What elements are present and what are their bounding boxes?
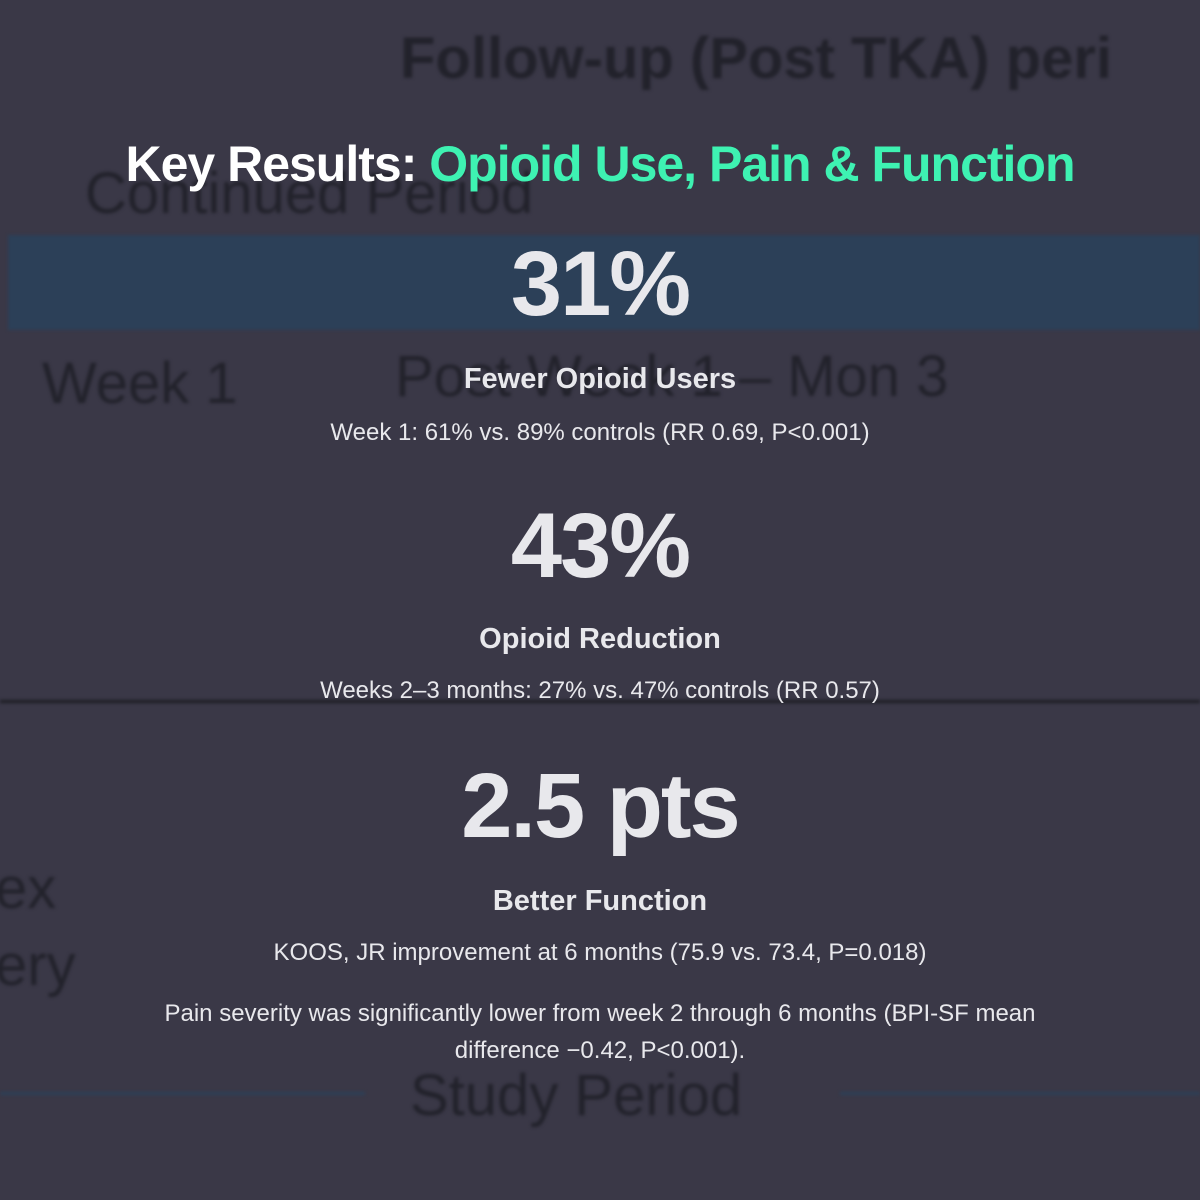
- title: Key Results: Opioid Use, Pain & Function: [0, 135, 1200, 193]
- stat-value: 31%: [510, 233, 691, 335]
- bg-bar: [8, 235, 1200, 330]
- bg-text: Week 1: [42, 351, 238, 416]
- title-highlight: Opioid Use, Pain & Function: [429, 136, 1075, 192]
- bg-text: Continued Period: [85, 161, 534, 226]
- bg-text: ery: [0, 933, 76, 998]
- bg-text: Post Week 1 – Mon 3: [395, 344, 949, 409]
- bg-line: [840, 1092, 1200, 1095]
- footnote: Pain severity was significantly lower fr…: [164, 1000, 1036, 1064]
- stat-value: 43%: [510, 495, 691, 597]
- stat-value: 2.5 pts: [461, 755, 740, 857]
- stat-detail: KOOS, JR improvement at 6 months (75.9 v…: [273, 939, 927, 966]
- stat-detail: Week 1: 61% vs. 89% controls (RR 0.69, P…: [330, 419, 870, 446]
- bg-text: Follow-up (Post TKA) peri: [400, 26, 1113, 91]
- bg-text: ex: [0, 856, 57, 921]
- bg-line: [0, 1092, 365, 1095]
- stat-detail: Weeks 2–3 months: 27% vs. 47% controls (…: [320, 677, 880, 704]
- stat-label: Fewer Opioid Users: [463, 363, 737, 395]
- bg-line: [0, 700, 1200, 703]
- stat-label: Opioid Reduction: [479, 623, 721, 655]
- stat-label: Better Function: [492, 885, 708, 917]
- bg-text: Study Period: [410, 1063, 743, 1128]
- title-text: Key Results:: [125, 136, 417, 192]
